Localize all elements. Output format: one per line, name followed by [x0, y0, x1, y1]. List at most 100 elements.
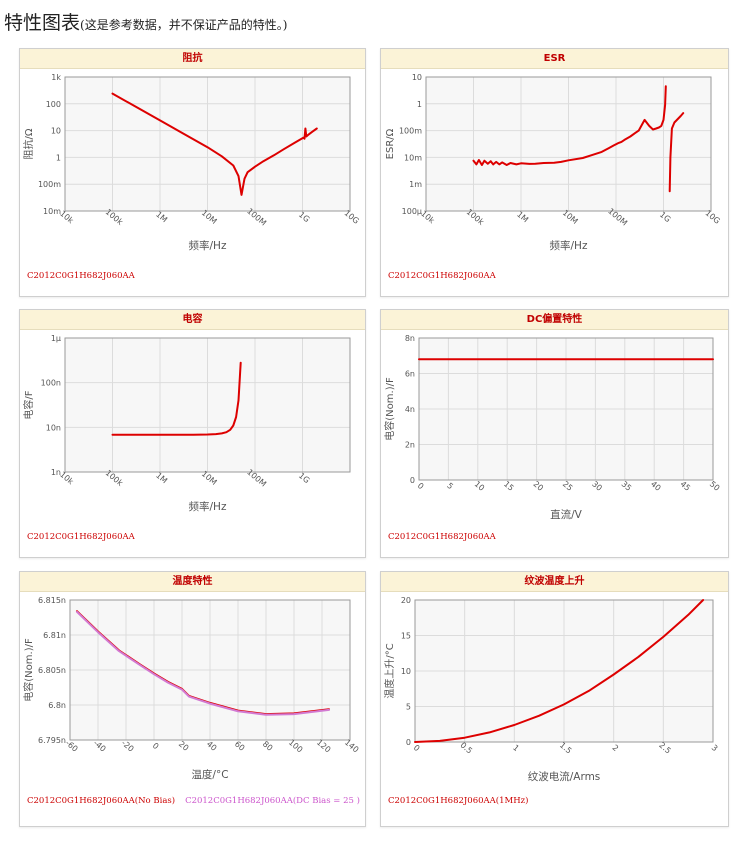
chart-legend: C2012C0G1H682J060AA(1MHz) — [388, 796, 528, 806]
x-tick-label: 1M — [154, 210, 169, 225]
legend-entry: C2012C0G1H682J060AA — [27, 532, 135, 542]
y-tick-label: 10m — [404, 153, 422, 162]
plot-frame — [414, 599, 714, 743]
page-title-main: 特性图表 — [4, 12, 81, 34]
x-tick-label: 40 — [649, 479, 663, 492]
y-tick-label: 1μ — [51, 334, 61, 343]
chart-legend: C2012C0G1H682J060AA — [27, 271, 135, 281]
x-tick-label: 0 — [412, 743, 422, 753]
x-tick-label: 1G — [658, 210, 672, 224]
chart-panel-capacitance: 电容 1n 10n 100n 1μ 10k 100k 1M 10M 100M 1G 频率/Hz 电容/… — [19, 309, 366, 558]
legend-entry: C2012C0G1H682J060AA — [388, 271, 496, 281]
plot-frame — [425, 76, 712, 212]
x-tick-label: 1.5 — [558, 741, 574, 756]
x-tick-label: 0 — [416, 481, 426, 491]
x-tick-label: 25 — [561, 479, 575, 492]
x-tick-label: 50 — [708, 479, 722, 492]
dc-bias-chart: 0 2n 4n 6n 8n 0 5 10 15 20 25 30 35 40 45 50 直流/V 电容(Nom.… — [383, 334, 722, 521]
series-line — [111, 361, 242, 436]
chart-panel-temperature: 温度特性 6.795n 6.8n 6.805n 6.81n 6.815n -60 -40 -2… — [19, 571, 366, 827]
chart-title: 电容 — [20, 310, 365, 330]
x-tick-label: 30 — [590, 479, 604, 492]
y-tick-label: 6n — [405, 370, 415, 379]
temperature-chart: 6.795n 6.8n 6.805n 6.81n 6.815n -60 -40 -20 0 20 4… — [22, 596, 360, 781]
x-axis-label: 频率/Hz — [189, 500, 227, 513]
page-title: 特性图表(这是参考数据，并不保证产品的特性。) — [4, 8, 287, 35]
x-axis-label: 纹波电流/Arms — [528, 770, 601, 783]
x-axis-label: 直流/V — [550, 508, 583, 521]
y-tick-label: 100μ — [402, 207, 422, 216]
x-tick-label: 20 — [531, 479, 545, 492]
y-tick-label: 100 — [46, 100, 61, 109]
chart-title: ESR — [381, 49, 728, 69]
x-tick-label: 1 — [511, 743, 521, 753]
y-tick-label: 10 — [412, 73, 422, 82]
y-tick-label: 0 — [406, 738, 411, 747]
y-tick-label: 10m — [43, 207, 61, 216]
legend-entry: C2012C0G1H682J060AA(DC Bias = 25 ) — [185, 796, 360, 806]
y-tick-label: 100m — [38, 180, 61, 189]
y-tick-label: 1m — [409, 180, 422, 189]
x-tick-label: 40 — [205, 739, 219, 752]
series-line — [76, 610, 330, 716]
x-tick-label: 3 — [710, 743, 720, 753]
series-line — [414, 599, 705, 743]
x-tick-label: 35 — [620, 479, 634, 492]
x-axis-label: 温度/°C — [191, 768, 228, 781]
chart-panel-dc-bias: DC偏置特性 0 2n 4n 6n 8n 0 5 10 15 20 25 30 35 40 45 50 直流/V… — [380, 309, 729, 558]
y-tick-label: 2n — [405, 441, 415, 450]
y-tick-label: 6.815n — [38, 596, 66, 605]
legend-entry: C2012C0G1H682J060AA — [27, 271, 135, 281]
chart-title: 温度特性 — [20, 572, 365, 592]
y-tick-label: 10 — [401, 667, 411, 676]
y-tick-label: 8n — [405, 334, 415, 343]
plot-frame — [64, 76, 351, 212]
y-axis-label: 阻抗/Ω — [22, 128, 35, 159]
ripple-chart: 0 5 10 15 20 0 0.5 1 1.5 2 2.5 3 纹波电流/Arms 温度上升/°C — [383, 596, 720, 783]
plot-frame — [64, 337, 351, 473]
chart-panel-ripple: 纹波温度上升 0 5 10 15 20 0 0.5 1 1.5 2 2.5 3 纹波电流/Arms 温度上… — [380, 571, 729, 827]
series-line — [472, 85, 667, 166]
x-tick-label: 2 — [610, 743, 620, 753]
y-tick-label: 1k — [51, 73, 61, 82]
x-tick-label: 140 — [343, 738, 360, 755]
y-tick-label: 15 — [401, 632, 411, 641]
legend-entry: C2012C0G1H682J060AA(1MHz) — [388, 796, 529, 806]
y-tick-label: 20 — [401, 596, 411, 605]
y-tick-label: 0 — [410, 476, 415, 485]
chart-legend: C2012C0G1H682J060AA — [27, 532, 135, 542]
x-tick-label: 10G — [342, 208, 360, 225]
y-tick-label: 10n — [46, 423, 61, 432]
y-tick-label: 6.795n — [38, 736, 66, 745]
legend-entry: C2012C0G1H682J060AA(No Bias) — [27, 796, 176, 806]
y-tick-label: 1 — [56, 153, 61, 162]
x-tick-label: 1M — [154, 471, 169, 486]
x-tick-label: -60 — [64, 738, 80, 753]
y-axis-label: ESR/Ω — [385, 128, 396, 159]
plot-frame — [418, 337, 714, 481]
chart-panel-impedance: 阻抗 10m 100m 1 10 100 1k 10k 100k 1M 10M 100M 1G 10G 频… — [19, 48, 366, 297]
chart-legend: C2012C0G1H682J060AA(No Bias) C2012C0G1H68… — [27, 796, 360, 806]
x-tick-label: 20 — [177, 739, 191, 752]
x-tick-label: 80 — [261, 739, 275, 752]
x-tick-label: 1G — [297, 471, 311, 485]
page-title-note: (这是参考数据，并不保证产品的特性。) — [80, 18, 288, 32]
x-tick-label: 5 — [445, 481, 455, 491]
x-tick-label: 45 — [678, 479, 692, 492]
y-tick-label: 100m — [399, 127, 422, 136]
legend-entry: C2012C0G1H682J060AA — [388, 532, 496, 542]
x-tick-label: 1M — [515, 210, 530, 225]
chart-title: 纹波温度上升 — [381, 572, 728, 592]
chart-legend: C2012C0G1H682J060AA — [388, 532, 496, 542]
y-tick-label: 1n — [51, 468, 61, 477]
x-axis-label: 频率/Hz — [550, 239, 588, 252]
x-tick-label: -40 — [92, 738, 108, 753]
x-tick-label: 60 — [233, 739, 247, 752]
series-line — [668, 112, 685, 193]
x-tick-label: 1G — [297, 210, 311, 224]
series-line — [111, 92, 318, 196]
y-axis-label: 温度上升/°C — [383, 643, 396, 698]
y-axis-label: 电容(Nom.)/F — [383, 377, 396, 441]
